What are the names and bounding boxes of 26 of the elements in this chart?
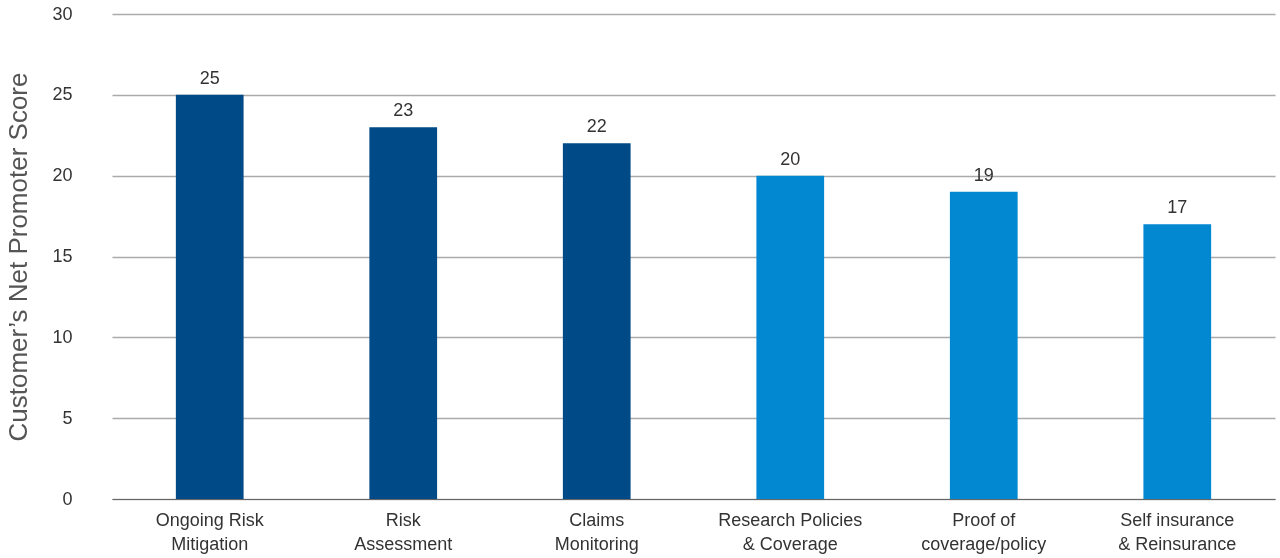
y-axis-title: Customer’s Net Promoter Score — [3, 72, 34, 442]
y-tick-label: 20 — [52, 165, 73, 186]
bar — [1143, 224, 1212, 499]
x-tick-label: Claims Monitoring — [554, 509, 639, 554]
data-label: 19 — [973, 164, 994, 185]
x-tick-label: Proof of coverage/policy — [921, 509, 1047, 554]
data-label: 22 — [586, 116, 607, 137]
y-tick-label: 0 — [62, 488, 73, 509]
data-label: 23 — [393, 100, 414, 121]
bar — [756, 175, 825, 499]
bar — [369, 127, 438, 499]
y-tick-label: 30 — [52, 3, 73, 24]
x-tick-label: Risk Assessment — [354, 509, 453, 554]
x-tick-label: Research Policies & Coverage — [718, 509, 863, 554]
y-tick-label: 25 — [52, 84, 73, 105]
bar — [562, 143, 631, 499]
x-tick-label: Self insurance & Reinsurance — [1118, 509, 1237, 554]
data-label: 20 — [780, 148, 801, 169]
data-label: 17 — [1167, 197, 1188, 218]
y-tick-label: 15 — [52, 246, 73, 266]
bar — [175, 94, 244, 499]
bar — [949, 191, 1018, 499]
data-label: 25 — [199, 67, 220, 88]
x-tick-label: Ongoing Risk Mitigation — [155, 509, 265, 554]
y-tick-label: 10 — [52, 326, 73, 347]
y-tick-label: 5 — [62, 407, 73, 428]
